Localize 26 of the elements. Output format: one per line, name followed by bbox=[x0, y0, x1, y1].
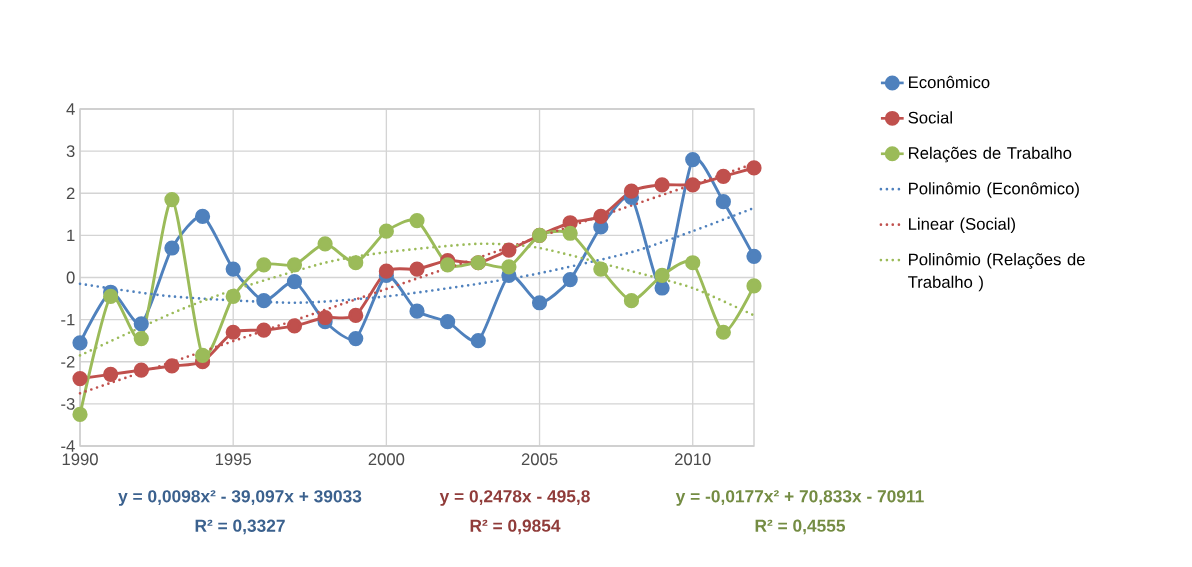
legend-label: Relações de Trabalho bbox=[909, 146, 1072, 163]
y-tick-label: -3 bbox=[61, 397, 75, 410]
text: R² = 0,3327 bbox=[195, 519, 285, 535]
x-tick-label: 2010 bbox=[675, 453, 711, 466]
legend-label: Linear (Social) bbox=[909, 217, 1015, 234]
text: R² = 0,4555 bbox=[755, 519, 846, 535]
y-tick-label: -2 bbox=[61, 355, 75, 368]
text: y = 0,0098x² - 39,097x + 39033 bbox=[118, 490, 362, 506]
y-tick-label: -1 bbox=[61, 313, 75, 326]
x-tick-label: 1990 bbox=[62, 453, 98, 466]
y-tick-label: -4 bbox=[61, 440, 75, 452]
legend-label: Econômico bbox=[909, 75, 990, 89]
text: R² = 0,9854 bbox=[470, 519, 561, 535]
legend-label: Social bbox=[908, 111, 952, 124]
x-tick-label: 1995 bbox=[215, 453, 252, 466]
y-tick-label: 3 bbox=[66, 145, 75, 158]
y-tick-label: 2 bbox=[66, 187, 75, 200]
y-tick-label: 0 bbox=[66, 271, 75, 284]
legend-label: Polinômio (Econômico) bbox=[909, 182, 1079, 198]
text: y = -0,0177x² + 70,833x - 70911 bbox=[675, 490, 924, 506]
x-tick-label: 2000 bbox=[368, 453, 405, 466]
y-tick-label: 4 bbox=[66, 103, 75, 115]
x-tick-label: 2005 bbox=[521, 453, 558, 466]
text: y = 0,2478x - 495,8 bbox=[439, 490, 590, 506]
y-tick-label: 1 bbox=[67, 229, 75, 242]
legend-label: Polinômio (Relações de Trabalho ) bbox=[908, 253, 1085, 292]
